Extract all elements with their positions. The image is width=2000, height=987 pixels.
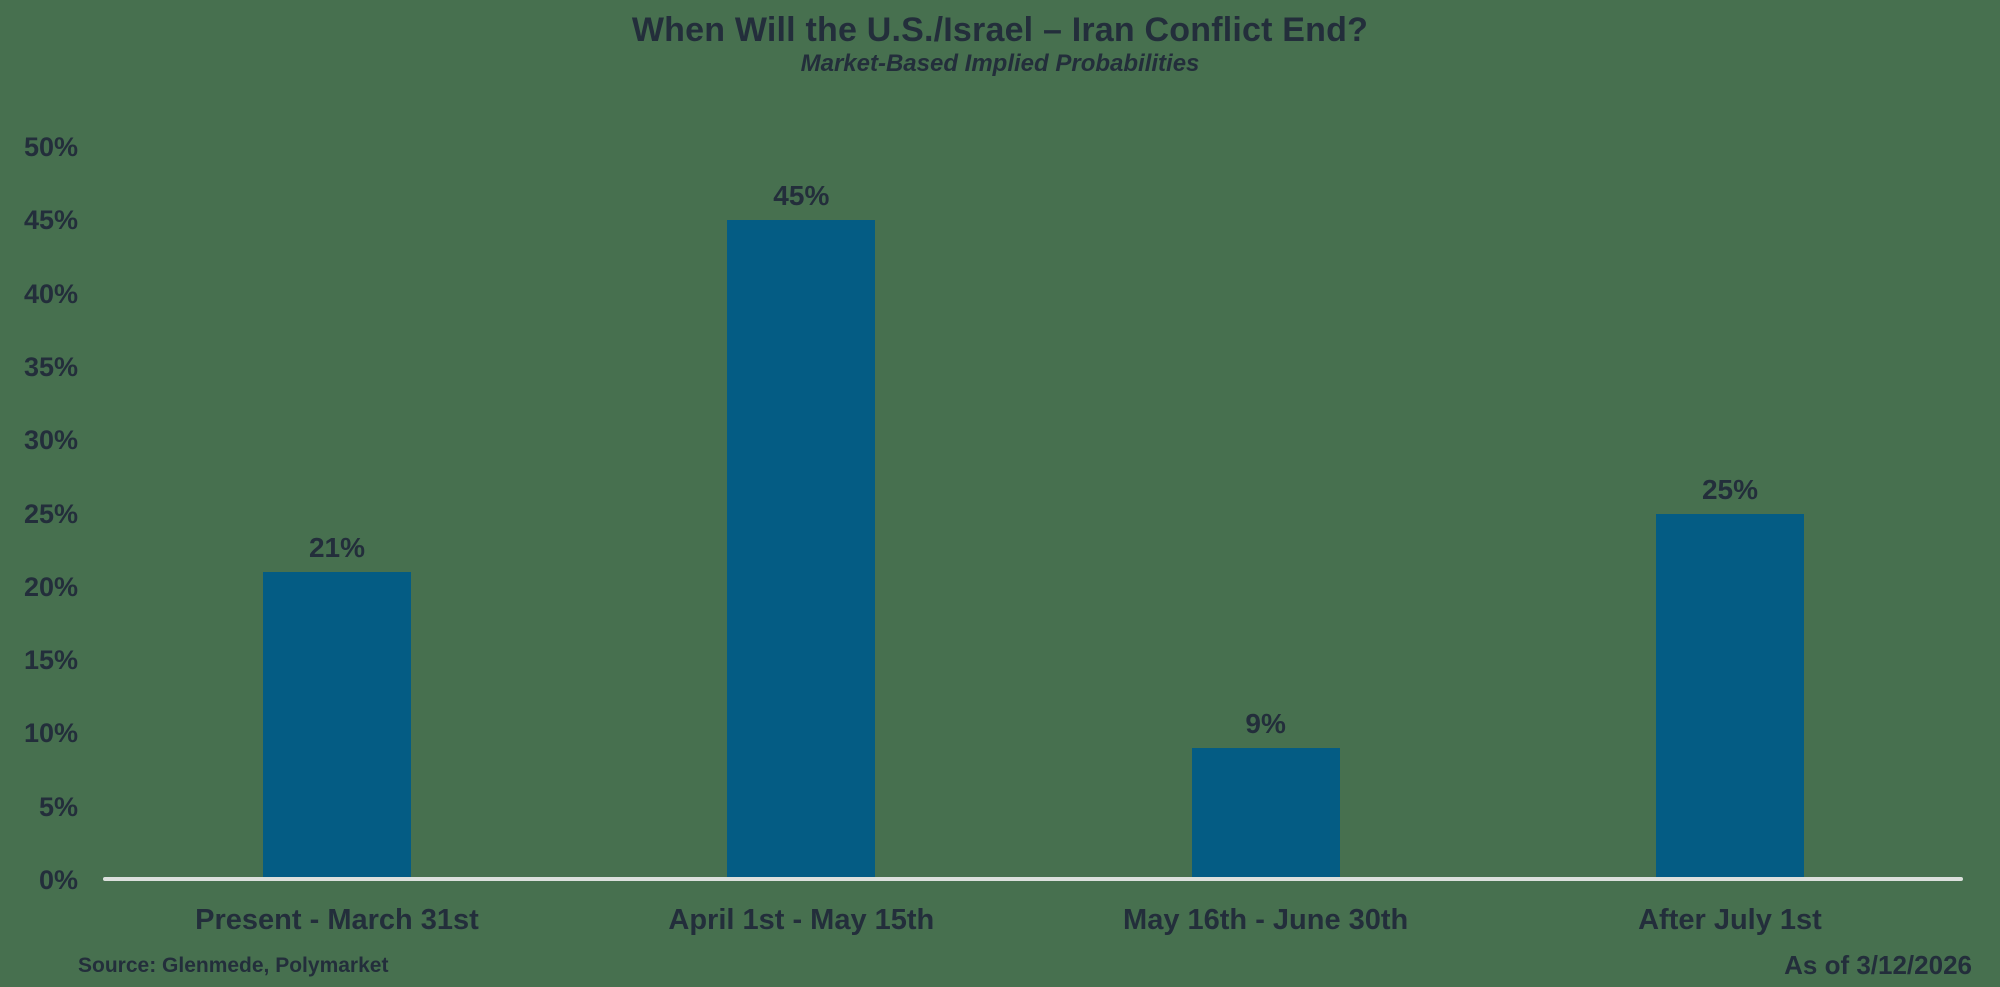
- y-tick-label: 25%: [23, 498, 78, 529]
- category-label: After July 1st: [1638, 904, 1822, 936]
- bar-value-label: 21%: [308, 532, 366, 564]
- chart-subtitle: Market-Based Implied Probabilities: [800, 50, 1200, 77]
- y-tick-label: 35%: [23, 351, 78, 382]
- y-tick-label: 50%: [23, 132, 78, 162]
- bar-value-label: 9%: [1245, 708, 1286, 740]
- y-tick-label: 40%: [23, 278, 78, 309]
- bar: [263, 572, 411, 880]
- as-of-date: As of 3/12/2026: [1784, 950, 1972, 980]
- y-tick-label: 0%: [38, 865, 78, 895]
- y-tick-label: 20%: [23, 571, 78, 602]
- y-tick-label: 5%: [38, 791, 78, 822]
- source-note: Source: Glenmede, Polymarket: [78, 954, 389, 977]
- y-tick-label: 30%: [23, 425, 78, 456]
- y-tick-label: 10%: [23, 718, 78, 749]
- bar: [1191, 748, 1340, 880]
- bar: [727, 220, 876, 880]
- category-label: Present - March 31st: [195, 904, 479, 936]
- chart-title: When Will the U.S./Israel – Iran Conflic…: [631, 11, 1369, 49]
- bar: [1655, 513, 1804, 880]
- x-axis-line: [103, 877, 1963, 881]
- bar-value-label: 45%: [773, 180, 830, 212]
- bar-value-label: 25%: [1701, 473, 1758, 505]
- category-label: April 1st - May 15th: [668, 904, 935, 936]
- y-tick-label: 15%: [23, 645, 78, 676]
- category-label: May 16th - June 30th: [1123, 904, 1409, 936]
- y-tick-label: 45%: [23, 205, 78, 236]
